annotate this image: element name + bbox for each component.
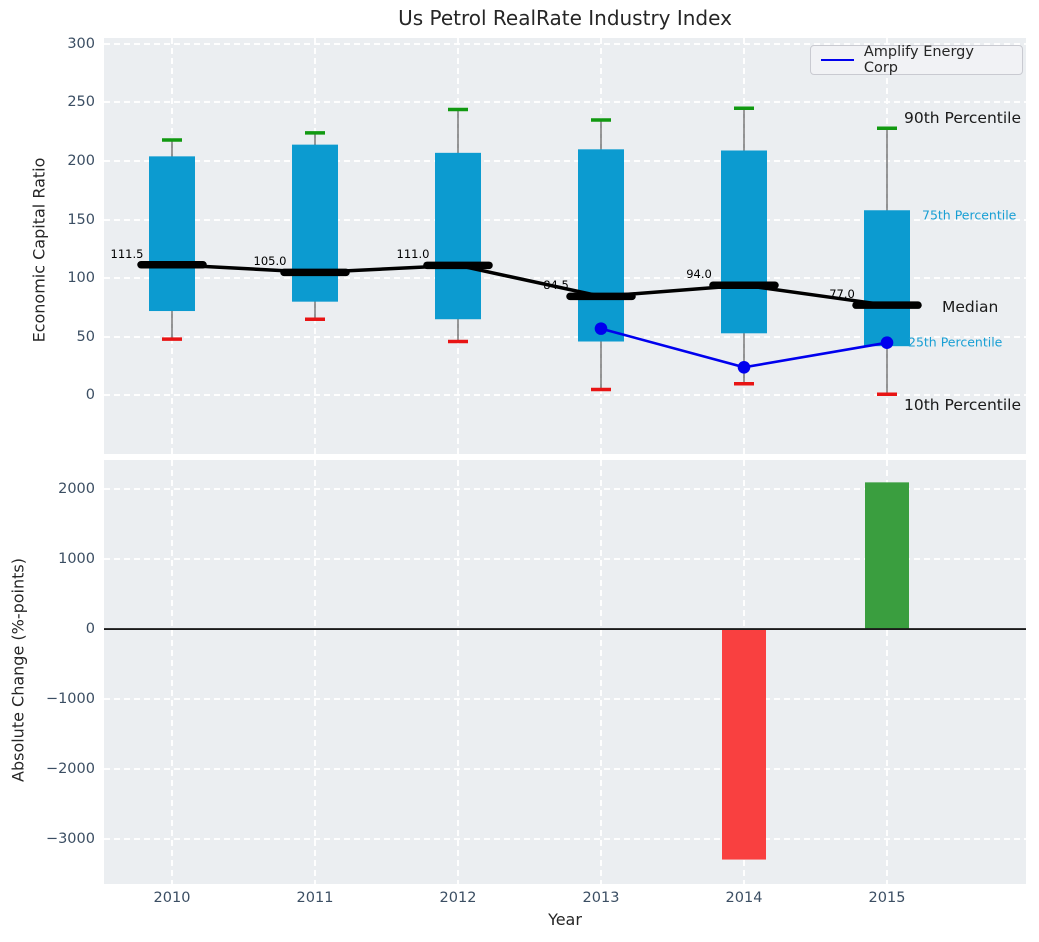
company-point: [880, 336, 894, 349]
gridline-vertical: [600, 460, 602, 884]
bottom-axes: [104, 460, 1026, 884]
gridline-horizontal: [104, 160, 1026, 163]
median-value-label: 77.0: [829, 287, 855, 302]
gridline-horizontal: [104, 697, 1026, 700]
y-tick-label: 200: [67, 153, 95, 170]
y-tick-label: 50: [76, 328, 95, 345]
annotation-25th-percentile: 25th Percentile: [908, 334, 1003, 350]
y-tick-label: −1000: [45, 690, 95, 707]
x-axis-label: Year: [548, 910, 582, 929]
top-axes: [104, 38, 1026, 454]
percentile-box: [864, 210, 910, 347]
x-tick-label: 2012: [439, 890, 477, 906]
y-tick-label: 1000: [58, 551, 95, 568]
top-y-axis-label: Economic Capital Ratio: [29, 157, 49, 343]
gridline-horizontal: [104, 837, 1026, 840]
y-tick-label: 250: [67, 94, 95, 111]
median-line: [171, 263, 888, 307]
y-tick-label: 150: [67, 211, 95, 228]
median-value-label: 94.0: [686, 267, 712, 282]
annotation-75th-percentile: 75th Percentile: [922, 207, 1017, 223]
chart-title: Us Petrol RealRate Industry Index: [398, 6, 732, 30]
legend-label: Amplify Energy Corp: [863, 44, 974, 76]
median-value-label: 105.0: [253, 254, 287, 269]
gridline-vertical: [314, 460, 316, 884]
median-value-label: 111.0: [396, 247, 430, 262]
x-tick-label: 2011: [296, 890, 334, 906]
gridline-horizontal: [104, 558, 1026, 561]
legend: Amplify Energy Corp: [810, 44, 1023, 76]
x-tick-label: 2015: [868, 890, 906, 906]
y-tick-label: −3000: [45, 830, 95, 847]
change-bar: [722, 629, 766, 860]
y-tick-label: 0: [85, 621, 95, 638]
percentile-box: [578, 149, 624, 342]
company-point: [737, 360, 751, 374]
gridline-vertical: [171, 460, 173, 884]
percentile-box: [435, 152, 481, 320]
gridline-horizontal: [104, 277, 1026, 280]
gridline-horizontal: [104, 218, 1026, 221]
gridline-horizontal: [104, 335, 1026, 338]
annotation-10th-percentile: 10th Percentile: [904, 396, 1022, 415]
median-value-label: 84.5: [543, 278, 569, 293]
gridline-horizontal: [104, 767, 1026, 770]
gridline-vertical: [886, 460, 888, 884]
y-tick-label: 100: [67, 270, 95, 287]
percentile-box: [721, 150, 767, 334]
annotation-90th-percentile: 90th Percentile: [904, 109, 1022, 128]
gridline-horizontal: [104, 488, 1026, 491]
change-bar: [865, 482, 909, 630]
company-point: [594, 322, 608, 335]
percentile-box: [149, 156, 195, 312]
y-tick-label: −2000: [45, 760, 95, 777]
median-value-label: 111.5: [110, 246, 144, 261]
y-tick-label: 2000: [58, 481, 95, 498]
x-tick-label: 2014: [725, 890, 763, 906]
x-tick-label: 2010: [153, 890, 191, 906]
gridline-vertical: [457, 460, 459, 884]
gridline-horizontal: [104, 42, 1026, 45]
percentile-box: [292, 144, 338, 302]
gridline-horizontal: [104, 394, 1026, 397]
legend-line-swatch: [821, 58, 854, 62]
gridline-horizontal: [104, 101, 1026, 104]
bottom-y-axis-label: Absolute Change (%-points): [8, 558, 28, 782]
y-tick-label: 300: [67, 35, 95, 52]
y-tick-label: 0: [85, 387, 95, 404]
x-tick-label: 2013: [582, 890, 620, 906]
annotation-median: Median: [942, 298, 999, 317]
